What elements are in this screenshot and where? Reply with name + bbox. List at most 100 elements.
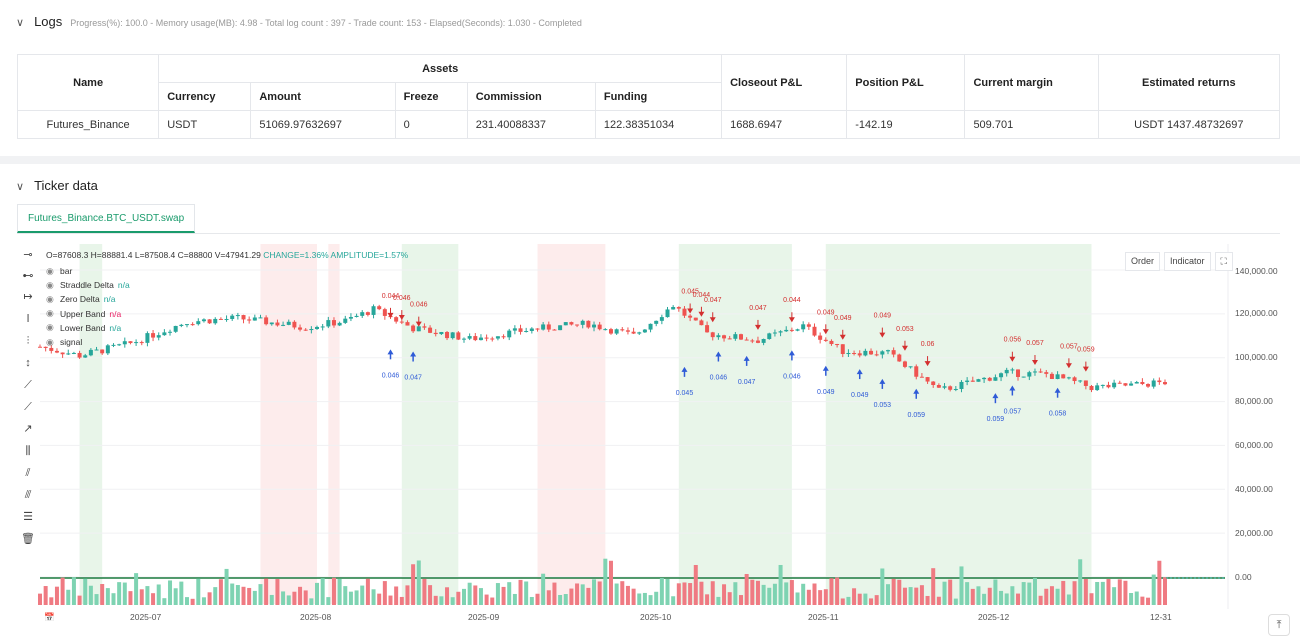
volume-bar — [795, 592, 800, 605]
ohlc-values: O=87608.3 H=88881.4 L=87508.4 C=88800 V=… — [46, 250, 261, 260]
volume-bar — [416, 560, 421, 605]
trend-angle-icon[interactable]: ⟋ — [24, 401, 32, 413]
vertical-segment-icon[interactable]: ⫶ — [26, 335, 30, 347]
eye-icon[interactable]: ◉ — [46, 265, 54, 276]
crosshair-icon[interactable]: ⊸ — [23, 249, 33, 261]
volume-bar — [987, 587, 992, 605]
x-tick-label: 2025-09 — [468, 612, 500, 622]
volume-bar — [1095, 581, 1100, 605]
volume-bar — [716, 596, 721, 605]
volume-bar — [394, 586, 399, 605]
candle-body — [43, 346, 48, 348]
candle-body — [348, 316, 353, 319]
volume-bar — [201, 597, 206, 605]
volume-bar — [315, 582, 320, 605]
legend-item[interactable]: ◉ Zero Delta n/a — [46, 292, 130, 306]
volume-bar — [337, 578, 342, 605]
candle-body — [151, 333, 156, 338]
calendar-icon[interactable]: 📅 — [44, 612, 55, 622]
short-arrow — [879, 332, 886, 338]
ohlc-change: CHANGE=1.36% AMPLITUDE=1.57% — [263, 250, 409, 260]
signal-value: 0.047 — [704, 297, 722, 304]
candle-body — [755, 340, 760, 343]
fullscreen-icon[interactable]: ⛶ — [1214, 252, 1233, 271]
candle-body — [529, 328, 534, 331]
candle-body — [1157, 380, 1162, 383]
indicator-button[interactable]: Indicator — [1164, 252, 1211, 271]
eye-icon[interactable]: ◉ — [46, 336, 54, 347]
candle-body — [371, 306, 376, 315]
candle-body — [580, 320, 585, 325]
candle-body — [789, 329, 794, 331]
eye-icon[interactable]: ◉ — [46, 308, 54, 319]
volume-bar — [501, 586, 506, 605]
legend-label: Zero Delta — [60, 294, 100, 305]
volume-bar — [959, 566, 964, 605]
volume-bar — [869, 598, 874, 605]
sub-funding: Funding — [594, 82, 723, 111]
volume-bar — [371, 589, 376, 605]
trash-icon[interactable]: 🗑 — [21, 533, 35, 545]
vertical-line-icon[interactable]: ǀ — [26, 313, 30, 325]
signal-value: 0.044 — [693, 292, 711, 299]
volume-bar — [1163, 577, 1167, 605]
ticker-panel: ∨ Ticker data Futures_Binance.BTC_USDT.s… — [0, 164, 1300, 638]
horizontal-line-icon[interactable]: ⊷ — [22, 270, 34, 282]
candle-body — [252, 317, 257, 321]
signal-value: 0.046 — [783, 373, 801, 380]
long-arrow — [992, 393, 999, 399]
y-tick-label: 40,000.00 — [1235, 484, 1273, 494]
volume-bar — [755, 580, 760, 605]
volume-bar — [982, 593, 987, 605]
eye-icon[interactable]: ◉ — [46, 279, 54, 290]
price-chart[interactable]: 0.0440.0460.0460.0450.0440.0470.0470.044… — [0, 164, 1300, 638]
trend-line-icon[interactable]: ⟋ — [24, 379, 32, 391]
vertical-arrow-icon[interactable]: ↕ — [25, 357, 31, 369]
ticker-header[interactable]: ∨ Ticker data — [16, 178, 98, 193]
text-icon[interactable]: ☰ — [23, 511, 33, 523]
parallel-channel-icon[interactable]: ⫽ — [25, 467, 31, 479]
legend-item[interactable]: ◉ bar — [46, 264, 130, 278]
candle-body — [778, 331, 783, 333]
volume-bar — [235, 585, 240, 605]
short-arrow — [839, 334, 846, 340]
candle-body — [637, 332, 642, 334]
legend-item[interactable]: ◉ Straddle Delta n/a — [46, 278, 130, 292]
candle-body — [235, 315, 240, 317]
scroll-top-icon[interactable]: ⤒ — [1268, 614, 1290, 636]
volume-bar — [71, 577, 76, 605]
candle-body — [399, 321, 404, 323]
long-arrow — [743, 355, 750, 361]
chevron-down-icon[interactable]: ∨ — [16, 17, 25, 29]
candle-body — [122, 341, 127, 345]
tab-btc-usdt-swap[interactable]: Futures_Binance.BTC_USDT.swap — [17, 204, 196, 233]
fib-icon[interactable]: ⫻ — [24, 489, 32, 501]
zone-band — [260, 244, 318, 604]
candle-body — [281, 324, 286, 326]
ray-icon[interactable]: ↦ — [23, 291, 33, 303]
volume-bar — [1049, 586, 1054, 605]
legend-item[interactable]: ◉ signal — [46, 335, 130, 349]
volume-bar — [999, 590, 1004, 605]
signal-value: 0.046 — [710, 375, 728, 382]
volume-bar — [151, 593, 156, 605]
candle-body — [1163, 382, 1167, 385]
volume-bar — [852, 588, 857, 605]
volume-bar — [241, 586, 246, 605]
volume-bar — [490, 597, 495, 605]
candle-body — [456, 332, 461, 340]
volume-bar — [173, 588, 178, 605]
candle-body — [970, 380, 975, 382]
eye-icon[interactable]: ◉ — [46, 322, 54, 333]
sub-amount: Amount — [250, 82, 396, 111]
legend-item[interactable]: ◉ Lower Band n/a — [46, 321, 130, 335]
eye-icon[interactable]: ◉ — [46, 293, 54, 304]
legend-item[interactable]: ◉ Upper Band n/a — [46, 307, 130, 321]
chevron-down-icon[interactable]: ∨ — [16, 181, 25, 193]
long-arrow — [681, 366, 688, 372]
arrow-line-icon[interactable]: ↗ — [23, 423, 33, 435]
volume-bar — [1146, 597, 1151, 605]
order-button[interactable]: Order — [1125, 252, 1161, 271]
logs-header[interactable]: ∨ Logs Progress(%): 100.0 - Memory usage… — [16, 14, 582, 29]
price-range-icon[interactable]: ⫼ — [25, 445, 31, 457]
